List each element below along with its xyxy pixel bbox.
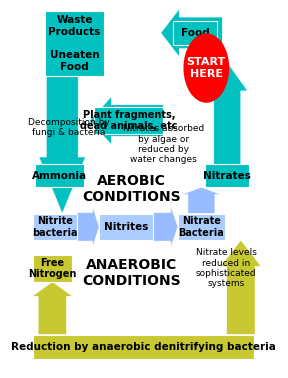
- Polygon shape: [154, 206, 178, 248]
- Text: Nitrite
bacteria: Nitrite bacteria: [32, 216, 77, 238]
- Text: Decomposition by
fungi & bacteria: Decomposition by fungi & bacteria: [28, 118, 109, 137]
- FancyBboxPatch shape: [33, 214, 77, 240]
- FancyBboxPatch shape: [35, 164, 84, 187]
- FancyBboxPatch shape: [94, 107, 163, 134]
- Polygon shape: [182, 187, 221, 214]
- Text: Food: Food: [181, 28, 210, 38]
- FancyBboxPatch shape: [33, 335, 254, 359]
- Text: Nitrites: Nitrites: [104, 222, 149, 232]
- Text: Waste
Products

Uneaten
Food: Waste Products Uneaten Food: [48, 15, 101, 72]
- Polygon shape: [89, 96, 163, 145]
- FancyBboxPatch shape: [45, 11, 104, 76]
- Polygon shape: [207, 62, 248, 164]
- FancyBboxPatch shape: [33, 255, 72, 282]
- Polygon shape: [39, 11, 86, 214]
- FancyBboxPatch shape: [173, 21, 217, 45]
- Circle shape: [184, 34, 228, 102]
- Text: Plant fragments,
dead animals, etc: Plant fragments, dead animals, etc: [80, 110, 177, 132]
- Text: Nitrate
Bacteria: Nitrate Bacteria: [179, 216, 224, 238]
- Text: START
HERE: START HERE: [187, 57, 226, 79]
- Polygon shape: [220, 240, 261, 335]
- FancyBboxPatch shape: [99, 214, 154, 240]
- Text: Free
Nitrogen: Free Nitrogen: [28, 257, 77, 279]
- Text: Reduction by anaerobic denitrifying bacteria: Reduction by anaerobic denitrifying bact…: [11, 342, 276, 352]
- Polygon shape: [32, 282, 73, 335]
- Text: Nitrate levels
reduced in
sophisticated
systems: Nitrate levels reduced in sophisticated …: [196, 248, 257, 288]
- Text: AEROBIC
CONDITIONS: AEROBIC CONDITIONS: [82, 174, 181, 204]
- Polygon shape: [77, 206, 99, 248]
- Polygon shape: [161, 9, 222, 57]
- Text: Ammonia: Ammonia: [32, 171, 87, 181]
- FancyBboxPatch shape: [205, 164, 249, 187]
- FancyBboxPatch shape: [178, 214, 225, 240]
- Text: ANAEROBIC
CONDITIONS: ANAEROBIC CONDITIONS: [82, 258, 181, 288]
- Text: Nitrates: Nitrates: [203, 171, 251, 181]
- Text: Nitrates absorbed
by algae or
reduced by
water changes: Nitrates absorbed by algae or reduced by…: [123, 124, 204, 164]
